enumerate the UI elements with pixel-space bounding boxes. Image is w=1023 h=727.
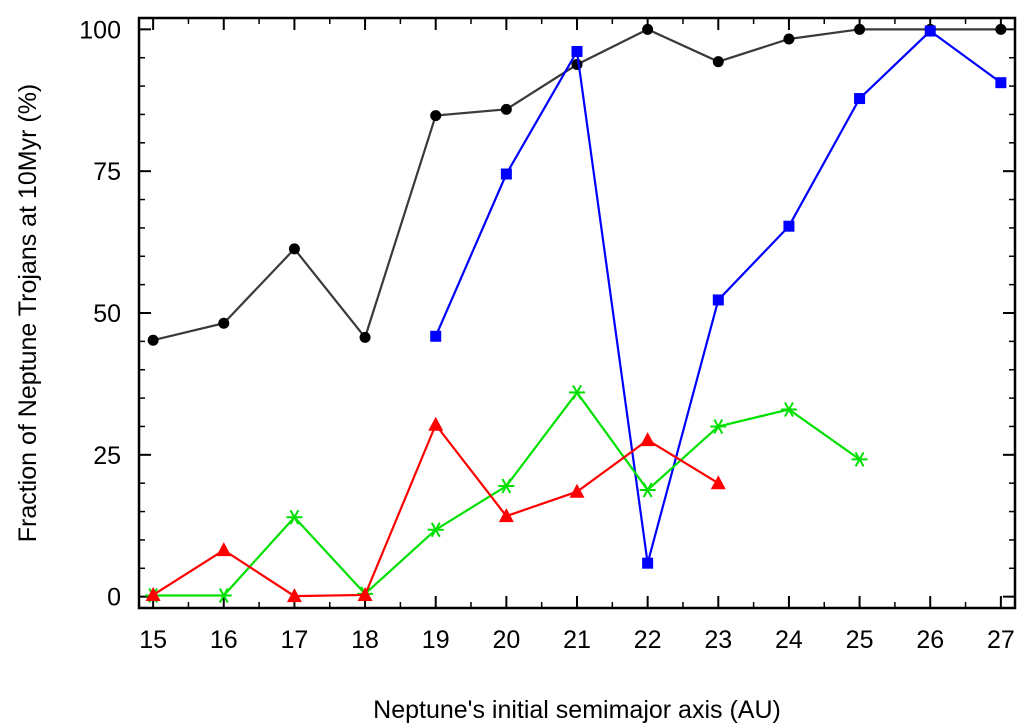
- series-line: [153, 390, 861, 597]
- asterisk-stroke: [572, 384, 582, 400]
- series-layer: [145, 23, 1007, 604]
- asterisk-stroke: [501, 478, 512, 494]
- series-line: [152, 422, 719, 598]
- data-point-circle: [147, 334, 159, 346]
- data-point-asterisk: [215, 588, 232, 604]
- data-point-circle: [712, 56, 724, 68]
- asterisk-stroke: [784, 401, 794, 417]
- data-point-square: [995, 77, 1007, 89]
- x-tick-label: 23: [704, 626, 732, 654]
- data-point-asterisk: [710, 418, 727, 434]
- asterisk-stroke: [430, 522, 441, 538]
- axis-ticks: 15 16 17 18 19 20 21 22 23 24 25 26 27 0 25 50 75 100: [79, 16, 1015, 654]
- y-axis-title: Fraction of Neptune Trojans at 10Myr (%): [14, 84, 42, 543]
- data-point-triangle: [498, 508, 514, 523]
- data-point-square: [571, 45, 583, 57]
- data-point-triangle: [428, 416, 444, 431]
- y-tick-label: 50: [93, 300, 121, 328]
- x-tick-label: 24: [775, 626, 803, 654]
- asterisk-stroke: [713, 418, 724, 434]
- series-asterisk: [145, 384, 868, 604]
- data-point-circle: [642, 23, 654, 35]
- x-tick-label: 26: [916, 626, 944, 654]
- asterisk-stroke: [218, 588, 229, 604]
- x-tick-label: 25: [846, 626, 874, 654]
- data-point-square: [500, 168, 512, 180]
- data-point-triangle: [286, 588, 302, 603]
- data-point-square: [783, 220, 795, 232]
- data-point-circle: [218, 317, 230, 329]
- data-point-square: [924, 25, 936, 37]
- data-point-circle: [854, 23, 866, 35]
- data-point-asterisk: [780, 401, 797, 417]
- x-tick-label: 27: [987, 626, 1015, 654]
- data-point-circle: [995, 23, 1007, 35]
- asterisk-stroke: [289, 509, 300, 525]
- data-point-circle: [500, 103, 512, 115]
- series-circle: [147, 23, 1007, 346]
- data-point-asterisk: [427, 522, 444, 538]
- x-tick-label: 19: [422, 626, 450, 654]
- data-point-circle: [359, 331, 371, 343]
- series-triangle: [145, 416, 726, 603]
- y-tick-label: 0: [107, 584, 121, 612]
- asterisk-stroke: [642, 482, 653, 498]
- data-point-triangle: [640, 432, 656, 447]
- data-point-square: [712, 294, 724, 306]
- y-tick-label: 75: [93, 158, 121, 186]
- x-tick-label: 20: [492, 626, 520, 654]
- data-point-square: [854, 93, 866, 105]
- data-point-asterisk: [498, 478, 515, 494]
- data-point-circle: [783, 33, 795, 45]
- data-point-triangle: [569, 483, 585, 498]
- x-tick-label: 16: [210, 626, 238, 654]
- data-point-asterisk: [639, 482, 656, 498]
- x-tick-label: 22: [634, 626, 662, 654]
- x-tick-label: 17: [281, 626, 309, 654]
- asterisk-stroke: [854, 451, 865, 467]
- data-point-triangle: [357, 586, 373, 601]
- x-tick-label: 18: [351, 626, 379, 654]
- y-tick-label: 100: [79, 16, 121, 44]
- data-point-circle: [571, 59, 583, 71]
- data-point-square: [642, 557, 654, 569]
- data-point-asterisk: [851, 451, 868, 467]
- data-point-circle: [430, 110, 442, 122]
- x-tick-label: 15: [139, 626, 167, 654]
- y-tick-label: 25: [93, 442, 121, 470]
- data-point-square: [430, 330, 442, 342]
- series-square: [430, 25, 1007, 569]
- data-point-triangle: [710, 475, 726, 490]
- data-point-circle: [288, 243, 300, 255]
- x-axis-title: Neptune's initial semimajor axis (AU): [373, 696, 781, 724]
- data-point-asterisk: [569, 384, 585, 400]
- plot-frame: [137, 16, 1017, 610]
- data-point-asterisk: [286, 509, 303, 525]
- data-point-triangle: [216, 542, 232, 557]
- series-line: [152, 28, 1001, 342]
- data-point-triangle: [145, 586, 161, 601]
- x-tick-label: 21: [563, 626, 591, 654]
